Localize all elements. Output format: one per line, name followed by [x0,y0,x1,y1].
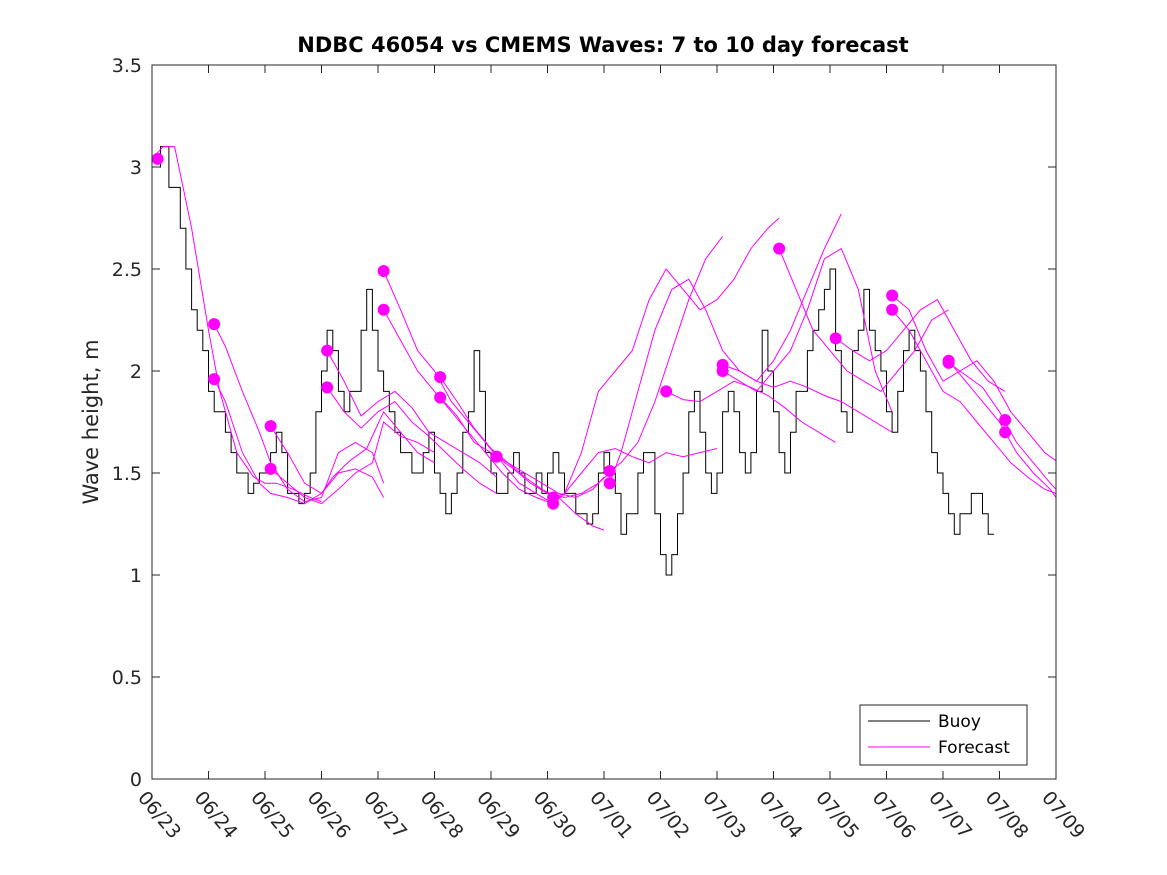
plot-area: 00.511.522.533.5 06/23 06/24 06/25 06/26 06/… [112,55,1089,843]
forecast-series-line [213,323,385,503]
forecast-marker [264,420,277,433]
forecast-marker [434,371,447,384]
plot-frame [152,65,1056,779]
forecast-series-line [722,247,893,412]
forecast-marker [886,303,899,316]
series-layer [151,146,1057,576]
forecast-series-line [665,380,836,443]
forecast-series-line [270,421,435,505]
forecast-series-line [439,397,605,499]
forecast-marker [660,385,673,398]
forecast-series-line [778,248,949,393]
legend: Buoy Forecast [859,704,1028,766]
forecast-series-line [326,350,497,478]
forecast-series-line [383,309,554,505]
y-tick-label: 3.5 [112,55,142,77]
forecast-marker [603,477,616,490]
forecast-series-line [213,378,385,505]
forecast-series-line [891,295,1057,462]
forecast-marker [942,356,955,369]
y-tick-label: 3 [130,157,142,179]
forecast-marker [151,152,164,165]
chart-title: NDBC 46054 vs CMEMS Waves: 7 to 10 day f… [297,33,908,57]
forecast-series-line [270,410,435,495]
forecast-marker [321,344,334,357]
forecast-series-line [439,376,605,531]
forecast-marker [999,413,1012,426]
forecast-series-line [383,270,554,505]
y-tick-label: 0 [130,769,142,791]
forecast-series-line [609,236,723,472]
y-tick-label: 2.5 [112,259,142,281]
y-tick-label: 0.5 [112,667,142,689]
forecast-marker [886,289,899,302]
forecast-marker [377,303,390,316]
forecast-series-line [151,146,322,503]
forecast-marker [547,497,560,510]
forecast-series-line [835,298,1006,392]
y-tick-label: 1 [130,565,142,587]
forecast-series-line [326,387,497,494]
forecast-marker [773,242,786,255]
forecast-marker [716,365,729,377]
forecast-marker [264,462,277,475]
legend-forecast-label: Forecast [938,738,1010,758]
forecast-series-line [722,364,893,433]
legend-box [859,704,1028,766]
forecast-marker [434,391,447,404]
y-tick-label: 2 [130,361,142,383]
y-axis-label: Wave height, m [79,339,103,504]
forecast-series-line [891,309,1057,494]
forecast-marker [490,450,503,463]
buoy-series-line [152,146,994,576]
y-tick-label: 1.5 [112,463,142,485]
forecast-series-line [552,447,718,498]
legend-buoy-label: Buoy [938,712,981,732]
forecast-marker [377,265,390,278]
forecast-marker [208,318,221,331]
forecast-marker [603,464,616,477]
forecast-series-line [552,217,780,504]
forecast-marker [999,426,1012,439]
y-axis: 0 0.5 1 1.5 2 2.5 3 3.5 [112,55,1056,791]
forecast-marker [829,332,842,345]
forecast-marker [321,381,334,394]
forecast-marker [208,373,221,386]
